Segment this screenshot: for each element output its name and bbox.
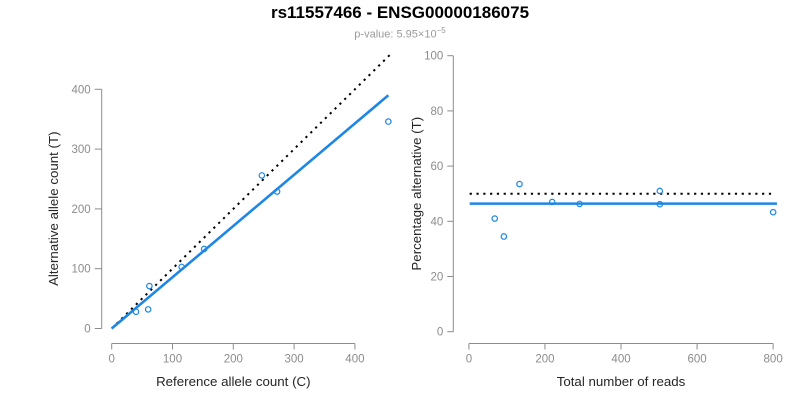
data-point: [769, 208, 777, 216]
data-point: [144, 306, 152, 313]
x-tick-label: 600: [687, 354, 706, 366]
pvalue-exponent: −5: [436, 26, 446, 35]
expected-line: [110, 53, 391, 330]
y-tick-label: 0: [437, 327, 443, 339]
figure-title: rs11557466 - ENSG00000186075: [270, 3, 530, 22]
right-panel: 0 20 40 60 80 100 0 200 400 600 800 Total number of…: [409, 51, 783, 389]
data-point: [656, 200, 664, 208]
figure-subtitle: p-value: 5.95×10−5: [0, 24, 800, 42]
data-point: [178, 263, 185, 271]
x-axis-title: Total number of reads: [557, 374, 686, 389]
left-panel: 0 100 200 300 400 0 100 200 300 400 Reference alle…: [46, 53, 392, 389]
data-point: [385, 118, 392, 125]
data-point: [548, 198, 556, 206]
data-point: [273, 188, 281, 195]
x-tick-label: 200: [224, 354, 243, 366]
x-tick-label: 400: [345, 354, 364, 366]
data-point: [576, 200, 583, 208]
x-tick-label: 0: [108, 354, 114, 366]
pvalue-text: p-value: 5.95×10: [354, 28, 437, 41]
y-tick-label: 400: [72, 84, 91, 96]
data-point: [200, 245, 208, 253]
x-tick-label: 400: [611, 354, 630, 366]
fit-line: [110, 94, 390, 330]
x-tick-label: 800: [764, 354, 783, 366]
data-point: [516, 180, 523, 188]
y-tick-label: 0: [84, 324, 90, 336]
y-tick-label: 300: [72, 144, 91, 156]
x-axis-title: Reference allele count (C): [156, 374, 310, 389]
data-point: [146, 282, 153, 290]
y-tick-label: 100: [72, 264, 91, 276]
data-point: [132, 308, 140, 316]
x-tick-label: 0: [466, 354, 472, 366]
y-axis-title: Percentage alternative (T): [409, 117, 424, 271]
y-axis-title: Alternative allele count (T): [46, 131, 61, 285]
y-tick-label: 100: [424, 51, 443, 63]
y-tick-label: 80: [431, 106, 444, 118]
y-tick-label: 60: [431, 161, 444, 173]
x-tick-label: 300: [285, 354, 304, 366]
data-point: [258, 172, 266, 179]
data-point: [500, 233, 508, 240]
y-tick-label: 200: [72, 204, 91, 216]
y-tick-label: 40: [431, 216, 444, 228]
x-tick-label: 100: [163, 354, 182, 366]
y-tick-label: 20: [431, 272, 444, 284]
x-tick-label: 200: [535, 354, 554, 366]
data-point: [656, 187, 664, 195]
data-point: [491, 215, 499, 222]
